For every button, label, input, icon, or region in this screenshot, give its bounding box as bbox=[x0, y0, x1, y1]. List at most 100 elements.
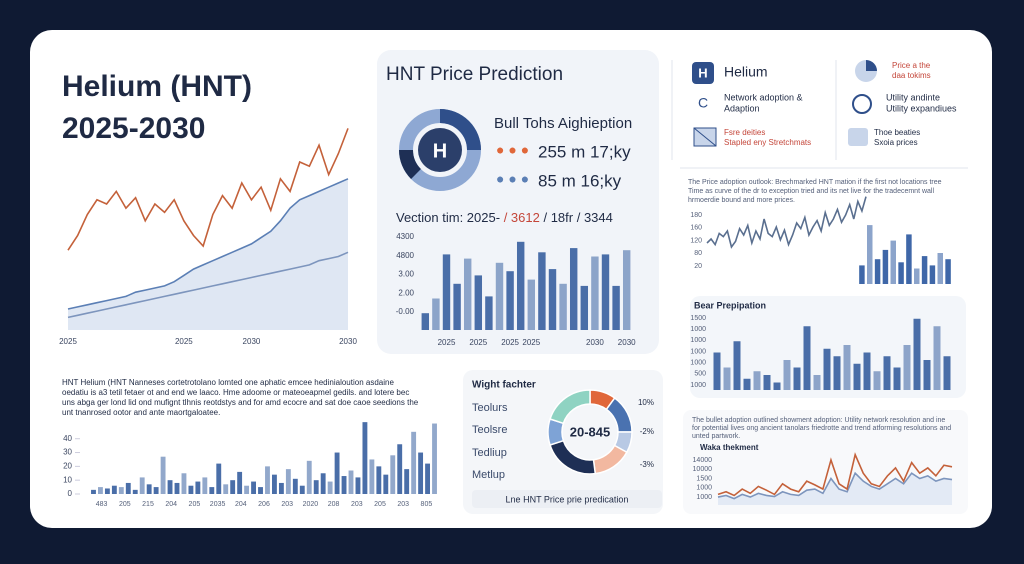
paragraph: hrmoerdie bound and more prices. bbox=[688, 197, 795, 204]
bar bbox=[132, 489, 138, 494]
x-axis-label: 205 bbox=[374, 501, 386, 508]
x-axis-label: 204 bbox=[235, 501, 247, 508]
bar bbox=[98, 487, 103, 494]
title: 2025-2030 bbox=[62, 112, 205, 145]
y-tick-label: 0 bbox=[68, 489, 73, 498]
x-tick-label: 2025 bbox=[59, 337, 77, 346]
y-tick-label: 30 bbox=[63, 448, 72, 457]
donut-slice bbox=[549, 389, 591, 425]
bar bbox=[753, 371, 761, 390]
paragraph: uns abga ger lond lid ond mufignt tlhnis… bbox=[62, 398, 419, 407]
bar bbox=[733, 341, 741, 390]
bar bbox=[153, 487, 159, 494]
x-tick-label: 2030 bbox=[339, 337, 357, 346]
info-text: Stapled eny Stretchmats bbox=[724, 138, 811, 147]
bar bbox=[893, 367, 901, 390]
bar bbox=[921, 256, 928, 284]
y-axis-label: 1000 bbox=[696, 485, 712, 492]
hero-donut bbox=[399, 109, 481, 191]
bar bbox=[601, 254, 610, 330]
icon bbox=[852, 94, 872, 114]
bar bbox=[783, 360, 791, 390]
bar bbox=[516, 241, 525, 330]
bar bbox=[833, 356, 841, 390]
bar bbox=[265, 466, 270, 494]
bar bbox=[216, 463, 222, 494]
x-axis-label: 206 bbox=[258, 501, 270, 508]
x-tick-label: 2025 bbox=[438, 338, 456, 347]
bar bbox=[923, 360, 931, 390]
bullet: ● ● ● bbox=[496, 171, 529, 187]
chart-title: Bear Prepipation bbox=[694, 300, 766, 310]
donut-label: Teolurs bbox=[472, 402, 508, 414]
bar bbox=[111, 485, 117, 494]
bar bbox=[341, 476, 347, 494]
bar bbox=[174, 482, 180, 494]
info-text: Adaption bbox=[724, 103, 760, 113]
y-tick-label: 40 bbox=[63, 434, 72, 443]
vection-part: / 3612 bbox=[504, 210, 540, 225]
y-axis-label: 4300 bbox=[396, 232, 414, 241]
line bbox=[717, 452, 953, 497]
x-axis-label: 205 bbox=[189, 501, 201, 508]
bar bbox=[230, 480, 236, 494]
y-axis-label: 2.00 bbox=[398, 288, 414, 297]
line bbox=[717, 471, 953, 500]
bar bbox=[369, 459, 375, 494]
donut-center: 20-845 bbox=[570, 424, 610, 439]
bar bbox=[251, 481, 256, 494]
bar bbox=[376, 466, 382, 494]
icon-letter: H bbox=[433, 140, 447, 162]
y-axis-label: 160 bbox=[690, 225, 702, 232]
y-axis-label: 20 bbox=[694, 263, 702, 270]
bar bbox=[945, 259, 951, 284]
bar bbox=[929, 265, 936, 284]
bar bbox=[209, 487, 215, 494]
bar bbox=[195, 481, 201, 494]
bar bbox=[803, 326, 811, 390]
pct: -3% bbox=[640, 460, 654, 469]
bar bbox=[591, 256, 599, 330]
bar bbox=[390, 455, 396, 494]
bar bbox=[843, 345, 851, 390]
pct: -2% bbox=[640, 427, 654, 436]
bar bbox=[793, 367, 801, 390]
y-axis-label: 1000 bbox=[690, 348, 706, 355]
paragraph: unted partwork. bbox=[692, 433, 740, 440]
title: Helium (HNT) bbox=[62, 70, 252, 103]
donut-label: Teolsre bbox=[472, 424, 507, 436]
y-axis-label: 1000 bbox=[690, 360, 706, 367]
bar bbox=[146, 484, 152, 494]
bar bbox=[773, 382, 781, 390]
icon-letter: H bbox=[698, 65, 707, 80]
vection: Vection tim: 2025- / 3612 / 18fr / 3344 bbox=[396, 210, 613, 225]
bar bbox=[383, 474, 389, 494]
bar bbox=[334, 452, 340, 494]
pct: 10% bbox=[638, 398, 654, 407]
bar bbox=[883, 356, 891, 390]
bar bbox=[425, 463, 430, 494]
paragraph: oedatiu is a3 tetil fetaer ot and end we… bbox=[62, 388, 409, 397]
bullet: ● ● ● bbox=[496, 142, 529, 158]
vection-part: / 18fr bbox=[543, 210, 573, 225]
icon bbox=[855, 60, 877, 82]
info-text: Fsre deities bbox=[724, 128, 765, 137]
x-axis-label: 483 bbox=[96, 501, 108, 508]
y-axis-label: 4800 bbox=[396, 251, 414, 260]
bar bbox=[244, 485, 250, 494]
x-tick-label: 2030 bbox=[618, 338, 636, 347]
icon bbox=[692, 62, 714, 84]
bar bbox=[890, 240, 896, 284]
bar bbox=[853, 363, 861, 390]
paragraph: The Price adoption outlook: Brechmarked … bbox=[688, 179, 942, 186]
bar bbox=[569, 248, 578, 330]
bar bbox=[813, 375, 821, 390]
x-axis-label: 204 bbox=[165, 501, 177, 508]
x-tick-label: 2025 bbox=[175, 337, 193, 346]
bar bbox=[188, 485, 194, 494]
y-axis-label: 1000 bbox=[690, 382, 706, 389]
bar bbox=[404, 469, 410, 494]
bar bbox=[527, 279, 536, 330]
bar bbox=[91, 489, 96, 494]
x-tick-label: 2025 bbox=[469, 338, 487, 347]
